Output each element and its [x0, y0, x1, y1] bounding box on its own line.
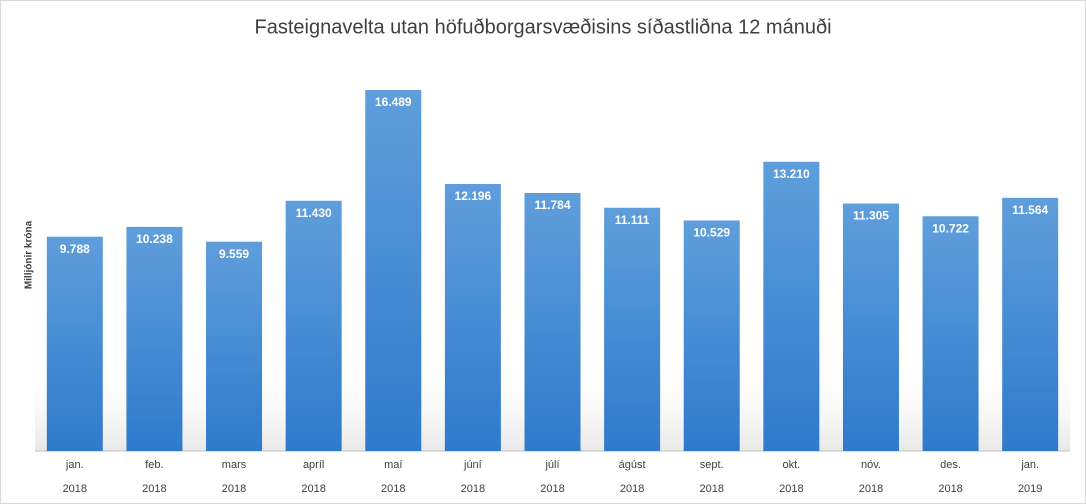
bar: [365, 90, 422, 451]
x-tick-year: 2018: [63, 483, 87, 495]
y-axis-label: Milljónir króna: [24, 220, 35, 289]
data-label: 11.111: [615, 213, 650, 227]
x-tick-year: 2018: [859, 483, 883, 495]
data-label: 10.722: [932, 221, 969, 235]
x-tick-label: ágúst: [619, 459, 646, 471]
data-label: 11.305: [853, 209, 889, 223]
x-tick-label: feb.: [145, 459, 163, 471]
x-tick-year: 2018: [461, 483, 485, 495]
x-tick-label: jan.: [65, 459, 84, 471]
x-tick-label: júlí: [544, 459, 559, 471]
x-tick-label: okt.: [782, 459, 800, 471]
data-label: 9.559: [219, 247, 249, 261]
bar: [842, 203, 899, 451]
data-label: 11.430: [296, 206, 332, 220]
bar: [46, 236, 103, 451]
bar: [524, 193, 581, 451]
x-tick-year: 2018: [301, 483, 325, 495]
x-tick-label: mars: [222, 459, 247, 471]
x-tick-label: des.: [940, 459, 961, 471]
x-tick-label: júní: [463, 459, 482, 471]
data-label: 16.489: [375, 95, 412, 109]
data-label: 12.196: [455, 189, 492, 203]
x-tick-label: maí: [384, 459, 402, 471]
bar: [444, 183, 501, 452]
x-tick-year: 2018: [779, 483, 803, 495]
data-label: 10.529: [693, 226, 730, 240]
x-tick-year: 2018: [699, 483, 723, 495]
bar: [922, 216, 979, 451]
x-tick-year: 2018: [381, 483, 405, 495]
x-tick-year: 2019: [1018, 483, 1042, 495]
x-tick-label: sept.: [700, 459, 724, 471]
x-tick-year: 2018: [222, 483, 246, 495]
x-tick-label: jan.: [1020, 459, 1039, 471]
data-label: 10.238: [136, 232, 173, 246]
x-tick-year: 2018: [938, 483, 962, 495]
bar: [1002, 197, 1059, 451]
bar: [763, 161, 820, 452]
bar: [683, 220, 740, 451]
x-tick-label: nóv.: [861, 459, 881, 471]
data-label: 9.788: [60, 242, 90, 256]
bar: [206, 241, 263, 451]
data-label: 11.784: [534, 198, 570, 212]
x-tick-year: 2018: [540, 483, 564, 495]
bar: [285, 200, 342, 451]
x-tick-label: apríl: [303, 459, 324, 471]
x-tick-year: 2018: [142, 483, 166, 495]
bar: [604, 207, 661, 451]
x-tick-year: 2018: [620, 483, 644, 495]
data-label: 13.210: [773, 167, 810, 181]
data-label: 11.564: [1012, 203, 1048, 217]
chart-title: Fasteignavelta utan höfuðborgarsvæðisins…: [254, 16, 831, 38]
bar: [126, 226, 183, 451]
